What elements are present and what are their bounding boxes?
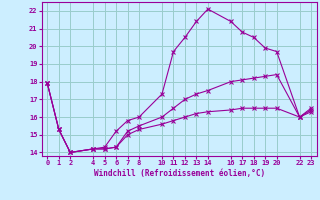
X-axis label: Windchill (Refroidissement éolien,°C): Windchill (Refroidissement éolien,°C) — [94, 169, 265, 178]
